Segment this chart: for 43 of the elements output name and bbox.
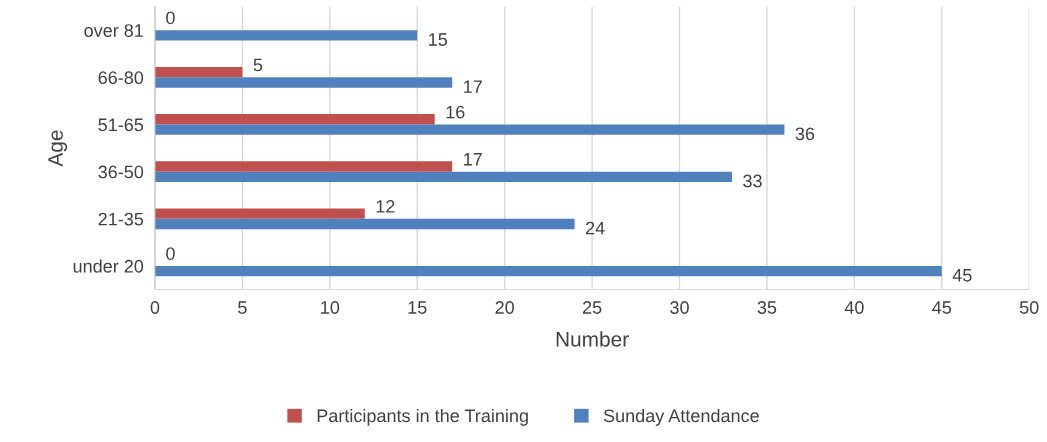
x-tick-label: 35: [757, 301, 777, 314]
y-axis-title: Age: [48, 130, 68, 167]
data-label: 0: [166, 247, 175, 260]
bar: [154, 30, 418, 41]
bar: [154, 171, 732, 183]
x-tick-label: 0: [150, 301, 160, 314]
data-label: 24: [585, 221, 605, 235]
legend-label: Sunday Attendance: [603, 408, 759, 426]
y-tick-label: 21-35: [98, 212, 144, 226]
data-label: 45: [952, 269, 972, 282]
x-axis-title: Number: [556, 331, 629, 347]
y-tick-label: 66-80: [98, 71, 144, 85]
y-tick-label: over 81: [84, 24, 143, 37]
x-tick-label: 25: [582, 301, 602, 314]
data-label: 36: [795, 127, 815, 141]
x-tick-label: 50: [1019, 301, 1039, 314]
data-label: 17: [464, 80, 482, 93]
data-label: 15: [429, 33, 448, 46]
bar: [154, 77, 453, 88]
data-label: 17: [464, 153, 482, 166]
bar: [154, 218, 575, 230]
x-tick-label: 45: [932, 301, 952, 314]
x-tick-label: 30: [670, 301, 689, 314]
data-label: 5: [253, 58, 263, 72]
bar: [154, 208, 365, 219]
x-tick-label: 5: [238, 301, 247, 314]
y-tick-label: under 20: [73, 259, 144, 273]
x-tick-label: 40: [844, 301, 864, 314]
bar: [154, 161, 453, 172]
x-tick-label: 20: [495, 301, 514, 314]
bar: [154, 66, 243, 78]
y-tick-label: 36-50: [98, 165, 144, 179]
data-label: 33: [743, 174, 762, 188]
y-tick-label: 51-65: [98, 118, 144, 132]
data-label: 0: [166, 11, 175, 25]
x-tick-label: 10: [321, 301, 340, 314]
data-label: 16: [446, 105, 465, 119]
bar: [154, 265, 942, 277]
bar: [154, 114, 435, 125]
legend-label: Participants in the Training: [317, 408, 528, 426]
data-label: 12: [376, 200, 395, 213]
x-tick-label: 15: [408, 301, 427, 314]
bar: [154, 124, 785, 135]
